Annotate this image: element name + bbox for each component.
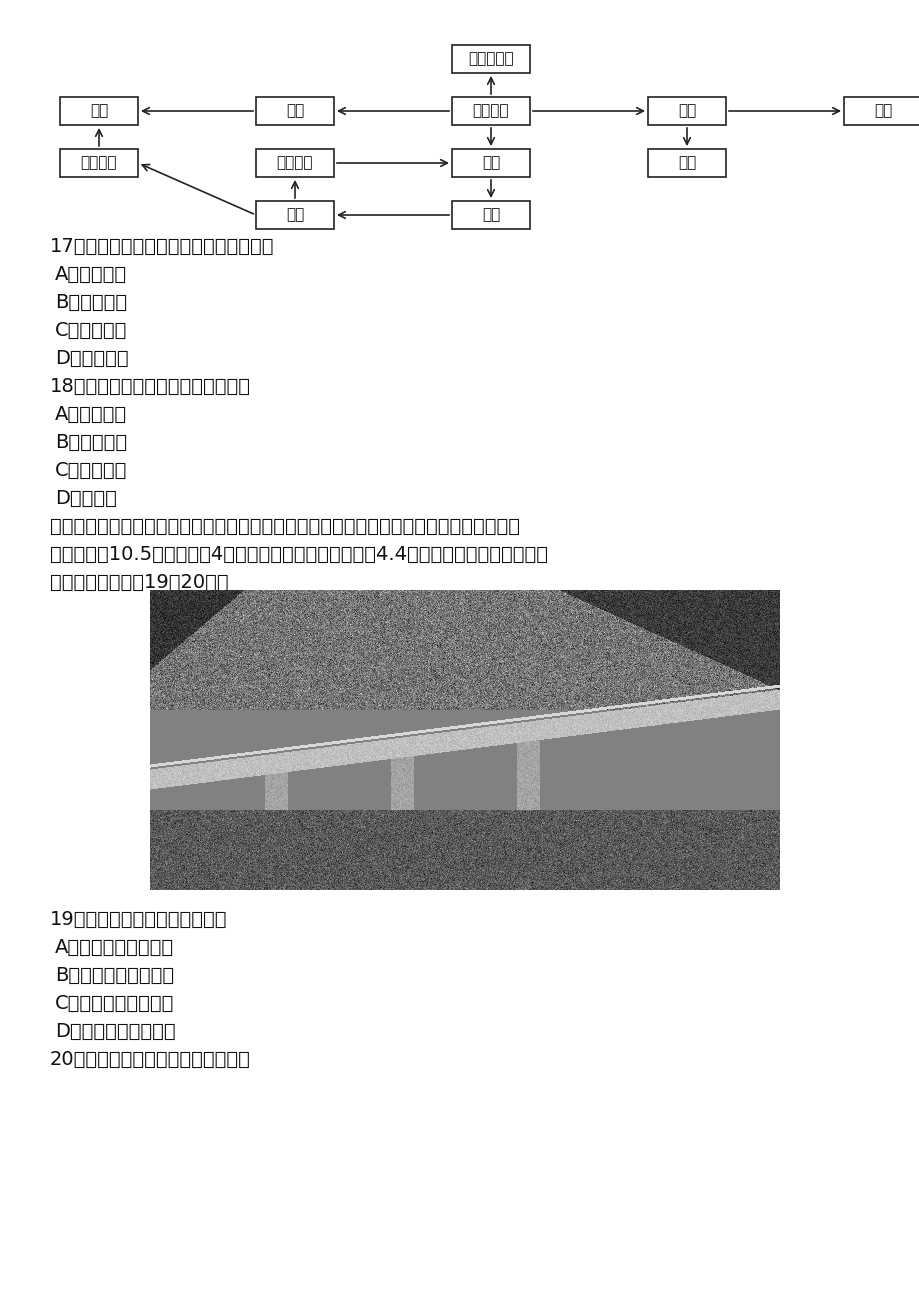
Text: B．改变区域产业结构: B．改变区域产业结构 bbox=[55, 966, 174, 984]
Text: C．科技信息: C．科技信息 bbox=[55, 322, 127, 340]
Text: 化工: 化工 bbox=[873, 103, 891, 118]
FancyBboxPatch shape bbox=[451, 98, 529, 125]
FancyBboxPatch shape bbox=[843, 98, 919, 125]
Text: 炼铝: 炼铝 bbox=[90, 103, 108, 118]
Text: 煤炭开采: 煤炭开采 bbox=[472, 103, 509, 118]
Text: 18．影响炼铝企业布局的主要因素是: 18．影响炼铝企业布局的主要因素是 bbox=[50, 378, 251, 396]
Text: B．商业贸易: B．商业贸易 bbox=[55, 293, 127, 312]
Text: 段景观。据此完成19～20题。: 段景观。据此完成19～20题。 bbox=[50, 573, 229, 592]
Text: 湖北省的古昭公路是我国首条水上生态环保公路。该公路是宜巴高速连接兴山县的快速: 湖北省的古昭公路是我国首条水上生态环保公路。该公路是宜巴高速连接兴山县的快速 bbox=[50, 517, 519, 536]
Text: 水泥: 水泥 bbox=[677, 155, 696, 171]
Text: 通道，全长10.5公里，其中4公里建在峡谷溪流上，总投资4.4亿元。图为古昭公路水上路: 通道，全长10.5公里，其中4公里建在峡谷溪流上，总投资4.4亿元。图为古昭公路… bbox=[50, 546, 548, 564]
Text: 机械: 机械 bbox=[286, 207, 304, 223]
FancyBboxPatch shape bbox=[451, 46, 529, 73]
Text: 炼铁: 炼铁 bbox=[482, 155, 500, 171]
Text: 19．古昭公路的主要作用表现为: 19．古昭公路的主要作用表现为 bbox=[50, 910, 227, 928]
Text: 铝矿开采: 铝矿开采 bbox=[81, 155, 117, 171]
FancyBboxPatch shape bbox=[255, 201, 334, 229]
Text: C．铝矿资源: C．铝矿资源 bbox=[55, 461, 127, 480]
FancyBboxPatch shape bbox=[647, 98, 725, 125]
Text: 17．图示产业之间的地域联系方式主要是: 17．图示产业之间的地域联系方式主要是 bbox=[50, 237, 274, 256]
Text: 焦化: 焦化 bbox=[677, 103, 696, 118]
Text: A．保护峡谷生态环境: A．保护峡谷生态环境 bbox=[55, 937, 174, 957]
FancyBboxPatch shape bbox=[451, 148, 529, 177]
FancyBboxPatch shape bbox=[451, 201, 529, 229]
Text: 炼钢: 炼钢 bbox=[482, 207, 500, 223]
FancyBboxPatch shape bbox=[255, 148, 334, 177]
Text: B．能源动力: B．能源动力 bbox=[55, 434, 127, 452]
Text: 铁矿开采: 铁矿开采 bbox=[277, 155, 312, 171]
Text: A．消费市场: A．消费市场 bbox=[55, 405, 127, 424]
FancyBboxPatch shape bbox=[60, 148, 138, 177]
Text: A．生产协作: A．生产协作 bbox=[55, 266, 127, 284]
FancyBboxPatch shape bbox=[647, 148, 725, 177]
Text: 发电: 发电 bbox=[286, 103, 304, 118]
Text: D．资金联系: D．资金联系 bbox=[55, 349, 129, 368]
FancyBboxPatch shape bbox=[255, 98, 334, 125]
FancyBboxPatch shape bbox=[60, 98, 138, 125]
Text: 20．该公路部分路段建在水上是为了: 20．该公路部分路段建在水上是为了 bbox=[50, 1049, 251, 1069]
Text: D．缩短区际联系时间: D．缩短区际联系时间 bbox=[55, 1022, 176, 1040]
Text: D．劳动力: D．劳动力 bbox=[55, 490, 117, 508]
Text: 气化、液化: 气化、液化 bbox=[468, 52, 513, 66]
Text: C．带动沿线经济发展: C．带动沿线经济发展 bbox=[55, 993, 175, 1013]
